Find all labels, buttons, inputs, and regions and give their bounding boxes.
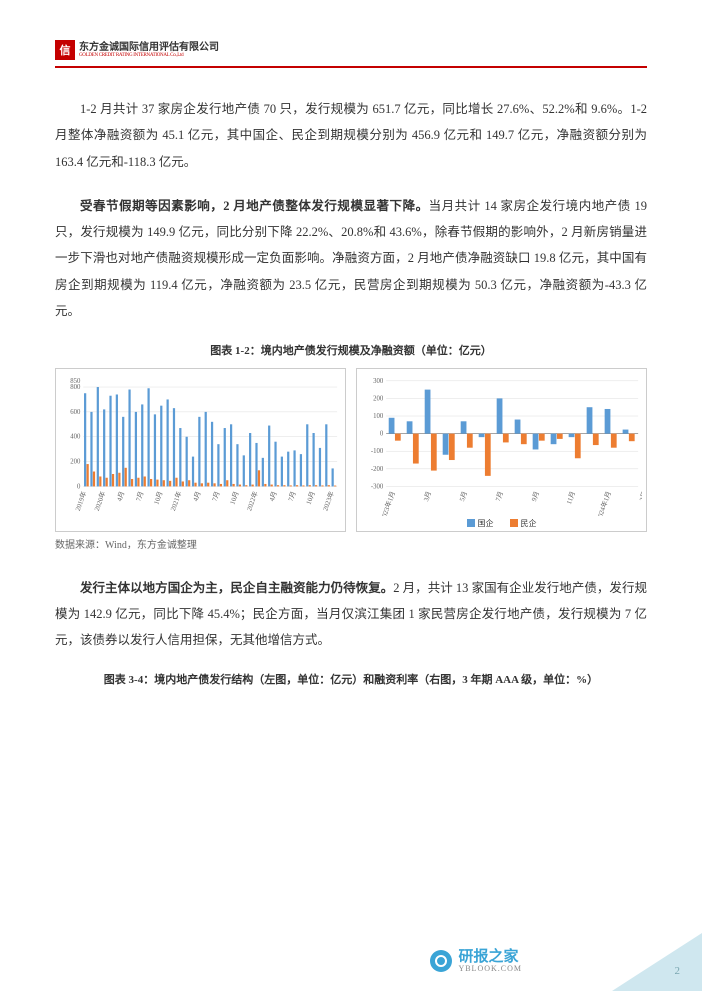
- watermark: 研报之家 YBLOOK.COM: [430, 949, 522, 973]
- svg-text:7月: 7月: [134, 490, 145, 502]
- legend-state: 国企: [467, 518, 494, 529]
- svg-text:7月: 7月: [287, 490, 298, 502]
- svg-text:4月: 4月: [268, 490, 279, 502]
- logo-mark: 信: [55, 40, 75, 60]
- paragraph-3: 发行主体以地方国企为主，民企自主融资能力仍待恢复。2 月，共计 13 家国有企业…: [55, 575, 647, 654]
- page-number: 2: [675, 965, 681, 977]
- svg-text:600: 600: [70, 409, 81, 416]
- company-logo: 信 东方金诚国际信用评估有限公司 GOLDEN CREDIT RATING IN…: [55, 40, 219, 60]
- body-text: 1-2 月共计 37 家房企发行地产债 70 只，发行规模为 651.7 亿元，…: [55, 96, 647, 324]
- svg-text:2020年: 2020年: [92, 490, 107, 512]
- charts-1-2: 0 200 400 600 800850 2019年 2020年 4月 7月 10月 2021年 4月…: [55, 368, 647, 532]
- svg-text:5月: 5月: [458, 490, 469, 502]
- svg-text:-300: -300: [371, 483, 384, 490]
- svg-text:2023年: 2023年: [320, 490, 335, 512]
- svg-text:200: 200: [70, 459, 81, 466]
- svg-text:850: 850: [70, 378, 81, 385]
- svg-text:10月: 10月: [305, 490, 317, 505]
- svg-text:2024年1月: 2024年1月: [594, 490, 613, 516]
- svg-text:7月: 7月: [494, 490, 505, 502]
- svg-text:-100: -100: [371, 448, 384, 455]
- company-name-cn: 东方金诚国际信用评估有限公司: [79, 43, 219, 53]
- chart-2: -300 -200 -100 0 100 200 300 2023年1月 3月 5月 7月 9月 11月…: [356, 368, 647, 532]
- header: 信 东方金诚国际信用评估有限公司 GOLDEN CREDIT RATING IN…: [55, 40, 647, 68]
- p2-lead: 受春节假期等因素影响，2 月地产债整体发行规模显著下降。: [80, 199, 429, 213]
- paragraph-2: 受春节假期等因素影响，2 月地产债整体发行规模显著下降。当月共计 14 家房企发…: [55, 193, 647, 324]
- watermark-en: YBLOOK.COM: [458, 965, 522, 973]
- corner-triangle: [612, 933, 702, 991]
- svg-text:4月: 4月: [192, 490, 203, 502]
- watermark-cn: 研报之家: [458, 949, 522, 965]
- svg-text:3月: 3月: [422, 490, 433, 502]
- svg-text:11月: 11月: [565, 490, 577, 505]
- svg-text:2019年: 2019年: [73, 490, 88, 512]
- svg-text:0: 0: [380, 431, 384, 438]
- chart-1-svg: 0 200 400 600 800850 2019年 2020年 4月 7月 10月 2021年 4月…: [60, 375, 341, 516]
- footer: 研报之家 YBLOOK.COM 2: [0, 933, 702, 991]
- svg-text:100: 100: [373, 413, 384, 420]
- svg-text:2月: 2月: [638, 490, 642, 502]
- svg-text:-200: -200: [371, 466, 384, 473]
- chart-1: 0 200 400 600 800850 2019年 2020年 4月 7月 10月 2021年 4月…: [55, 368, 346, 532]
- svg-text:200: 200: [373, 395, 384, 402]
- svg-text:4月: 4月: [115, 490, 126, 502]
- chart-2-legend: 国企 民企: [361, 518, 642, 529]
- legend-private: 民企: [510, 518, 537, 529]
- chart-2-svg: -300 -200 -100 0 100 200 300 2023年1月 3月 5月 7月 9月 11月…: [361, 375, 642, 516]
- paragraph-1: 1-2 月共计 37 家房企发行地产债 70 只，发行规模为 651.7 亿元，…: [55, 96, 647, 175]
- data-source: 数据来源：Wind，东方金诚整理: [55, 536, 647, 551]
- body-text-2: 发行主体以地方国企为主，民企自主融资能力仍待恢复。2 月，共计 13 家国有企业…: [55, 575, 647, 654]
- svg-text:7月: 7月: [211, 490, 222, 502]
- chart-1-2-title: 图表 1-2：境内地产债发行规模及净融资额（单位：亿元）: [55, 342, 647, 358]
- company-name-en: GOLDEN CREDIT RATING INTERNATIONAL Co.,L…: [79, 53, 219, 58]
- svg-text:10月: 10月: [152, 490, 164, 505]
- svg-text:0: 0: [77, 483, 81, 490]
- watermark-icon: [430, 950, 452, 972]
- svg-text:300: 300: [373, 378, 384, 385]
- p3-lead: 发行主体以地方国企为主，民企自主融资能力仍待恢复。: [80, 581, 393, 595]
- svg-text:2023年1月: 2023年1月: [378, 490, 397, 516]
- svg-text:400: 400: [70, 434, 81, 441]
- svg-text:2022年: 2022年: [244, 490, 259, 512]
- svg-text:10月: 10月: [228, 490, 240, 505]
- svg-text:9月: 9月: [530, 490, 541, 502]
- svg-text:2021年: 2021年: [168, 490, 183, 512]
- chart-3-4-title: 图表 3-4：境内地产债发行结构（左图，单位：亿元）和融资利率（右图，3 年期 …: [55, 671, 647, 687]
- p2-rest: 当月共计 14 家房企发行境内地产债 19 只，发行规模为 149.9 亿元，同…: [55, 199, 647, 318]
- svg-text:800: 800: [70, 384, 81, 391]
